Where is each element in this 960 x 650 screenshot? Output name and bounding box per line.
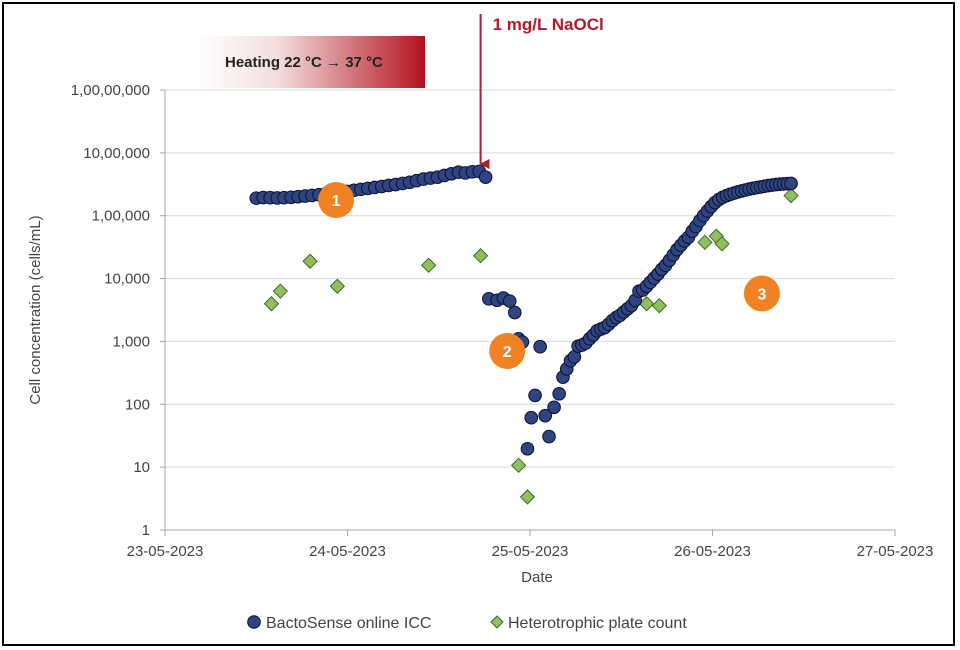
hpc-point: [510, 457, 527, 474]
bactosense-point: [538, 408, 553, 423]
y-tick-label: 1,000: [112, 333, 150, 350]
y-tick-label: 10,000: [104, 271, 150, 288]
heating-annotation: Heating 22 °C → 37 °C: [197, 36, 425, 88]
bactosense-point: [552, 386, 566, 401]
bactosense-point: [533, 339, 547, 354]
bactosense-point: [547, 400, 561, 415]
dose-annotation: 1 mg/L NaOCl: [479, 14, 604, 169]
phase-marker-circle: [743, 275, 780, 312]
bactosense-point: [528, 388, 542, 403]
phase-marker-circle: [489, 332, 526, 369]
legend-hpc-marker: [490, 615, 504, 629]
heating-label: Heating 22 °C → 37 °C: [225, 54, 383, 71]
hpc-point: [697, 234, 713, 251]
phase-markers: 1 2 3: [318, 182, 780, 369]
y-tick-label: 100: [125, 396, 150, 413]
heating-band: [197, 36, 425, 88]
y-tick-label: 10,00,000: [83, 145, 150, 162]
bactosense-point: [520, 441, 535, 456]
series-bactosense-online-icc: [249, 164, 798, 456]
y-tick-label: 10: [133, 459, 150, 476]
hpc-point: [263, 296, 280, 312]
bactosense-point: [502, 294, 517, 308]
bactosense-point: [507, 305, 522, 320]
hpc-point: [783, 187, 799, 204]
x-tick-label: 24-05-2023: [309, 543, 386, 560]
hpc-point: [638, 296, 655, 312]
legend: BactoSense online ICC Heterotrophic plate…: [247, 615, 687, 632]
phase-marker-label: 3: [757, 286, 766, 303]
axes: 1 10 100 1,000 10,000 1,00,000 10,00,000 1,00,0…: [71, 82, 934, 560]
series-heterotrophic-plate-count: [263, 187, 799, 505]
hpc-point: [651, 297, 667, 314]
hpc-point: [302, 253, 318, 269]
bactosense-point: [478, 170, 493, 184]
bactosense-point: [784, 176, 798, 191]
y-tick-label: 1,00,000: [92, 208, 150, 225]
grid-lines: [165, 89, 895, 468]
y-tick-label: 1: [142, 522, 150, 539]
x-tick-label: 25-05-2023: [492, 543, 569, 560]
phase-marker-label: 2: [503, 344, 512, 361]
dose-label: 1 mg/L NaOCl: [493, 15, 604, 34]
y-tick-label: 1,00,00,000: [71, 82, 150, 99]
x-axis-title: Date: [521, 569, 553, 586]
x-tick-label: 26-05-2023: [674, 543, 751, 560]
hpc-point: [272, 283, 289, 299]
y-axis-title: Cell concentration (cells/mL): [27, 215, 44, 404]
legend-hpc-label: Heterotrophic plate count: [508, 615, 687, 632]
x-tick-label: 23-05-2023: [127, 543, 204, 560]
bactosense-point: [542, 429, 556, 444]
x-tick-label: 27-05-2023: [857, 543, 934, 560]
phase-marker-label: 1: [332, 193, 341, 210]
hpc-point: [714, 236, 730, 252]
legend-bactosense-label: BactoSense online ICC: [266, 615, 431, 632]
hpc-point: [329, 278, 346, 294]
hpc-point: [420, 257, 437, 273]
phase-marker-circle: [318, 182, 355, 218]
legend-bactosense-marker: [247, 615, 261, 629]
bactosense-point: [524, 410, 539, 425]
hpc-point: [519, 489, 536, 505]
hpc-point: [472, 248, 489, 264]
